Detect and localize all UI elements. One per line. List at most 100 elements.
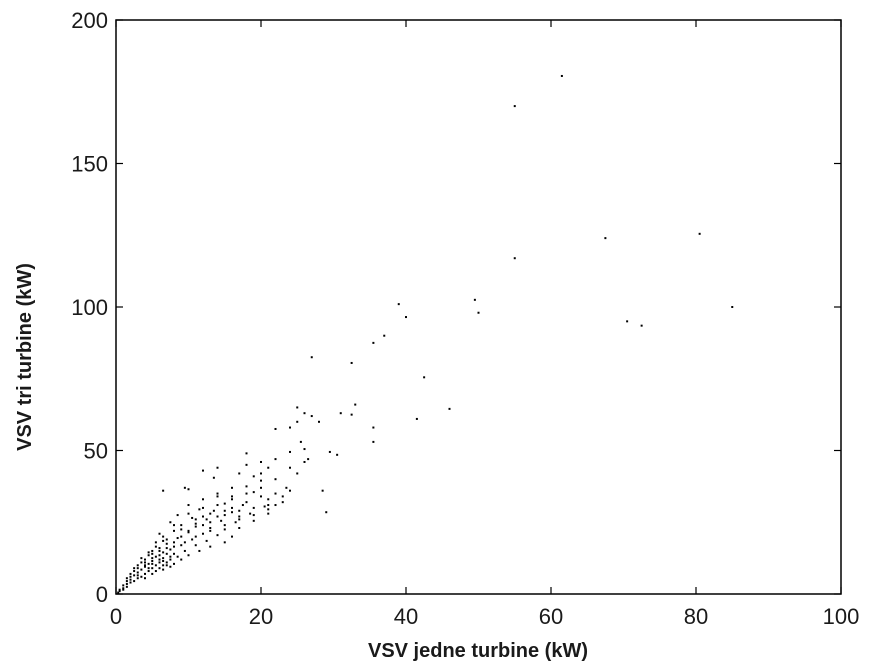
x-tick-label: 100 (823, 604, 860, 629)
scatter-point (165, 552, 168, 555)
scatter-point (151, 549, 154, 552)
scatter-point (231, 495, 233, 498)
scatter-point (216, 495, 219, 498)
scatter-point (125, 582, 128, 585)
scatter-point (158, 567, 161, 570)
scatter-point (151, 552, 154, 555)
scatter-point (223, 528, 226, 531)
scatter-point (231, 535, 233, 538)
scatter-point (173, 529, 175, 532)
scatter-point (260, 460, 262, 463)
scatter-point (289, 489, 291, 492)
scatter-point (245, 463, 248, 466)
scatter-point (144, 561, 146, 564)
scatter-point (560, 74, 563, 77)
scatter-point (274, 492, 277, 495)
scatter-point (187, 529, 190, 532)
scatter-point (129, 578, 132, 581)
scatter-point (223, 524, 226, 527)
scatter-point (133, 580, 136, 583)
scatter-point (245, 452, 248, 455)
scatter-point (252, 491, 255, 494)
x-tick-label: 60 (539, 604, 563, 629)
scatter-point (147, 562, 150, 565)
scatter-point (169, 548, 172, 551)
scatter-point (267, 466, 270, 469)
axis-ticks (115, 19, 842, 595)
x-axis-label: VSV jedne turbine (kW) (368, 640, 588, 662)
scatter-point (234, 521, 237, 524)
scatter-point (194, 522, 197, 525)
scatter-point (165, 542, 168, 545)
scatter-point (187, 488, 190, 491)
scatter-point (118, 590, 121, 593)
scatter-point (216, 515, 219, 518)
scatter-point (350, 361, 353, 364)
scatter-point (245, 492, 248, 495)
scatter-point (223, 541, 226, 544)
scatter-point (129, 572, 132, 575)
scatter-point (303, 412, 306, 415)
scatter-point (473, 298, 476, 301)
scatter-point (231, 486, 233, 489)
scatter-point (238, 526, 241, 529)
scatter-point (263, 505, 266, 508)
scatter-point (158, 561, 161, 564)
scatter-point (191, 516, 194, 519)
scatter-point (173, 545, 175, 548)
scatter-point (231, 498, 233, 501)
scatter-point (216, 466, 219, 469)
scatter-point (151, 560, 154, 562)
scatter-point (125, 577, 128, 580)
scatter-point (231, 506, 233, 509)
scatter-point (162, 535, 165, 538)
scatter-point (169, 565, 172, 568)
scatter-point (216, 534, 219, 537)
scatter-point (383, 334, 386, 337)
scatter-point (187, 554, 190, 557)
scatter-point (289, 426, 291, 429)
scatter-point (296, 420, 299, 423)
scatter-point (296, 406, 299, 409)
scatter-point (180, 544, 183, 547)
scatter-point (173, 524, 175, 527)
scatter-point (604, 237, 607, 240)
scatter-point (285, 486, 288, 489)
scatter-point (154, 545, 157, 548)
scatter-point (372, 426, 375, 429)
scatter-point (477, 311, 480, 314)
scatter-point (267, 504, 270, 507)
scatter-point (252, 506, 255, 509)
scatter-point (187, 512, 190, 515)
scatter-point (198, 508, 201, 511)
x-tick-labels: 0 20 40 60 80 100 (110, 604, 859, 629)
scatter-point (125, 585, 128, 588)
scatter-point (180, 558, 183, 561)
scatter-point (133, 570, 136, 573)
scatter-point (202, 524, 204, 527)
scatter-point (220, 519, 223, 522)
scatter-point (194, 544, 197, 547)
scatter-point (173, 541, 175, 544)
scatter-point (731, 306, 734, 308)
scatter-point (162, 489, 165, 492)
scatter-point (205, 539, 208, 542)
scatter-point (165, 564, 168, 567)
scatter-point (151, 572, 154, 575)
scatter-point (267, 498, 270, 501)
scatter-point (191, 538, 194, 541)
scatter-point (267, 508, 270, 511)
scatter-point (350, 413, 353, 416)
scatter-point (136, 571, 139, 574)
scatter-point (129, 581, 132, 584)
scatter-point (274, 478, 277, 481)
scatter-point (698, 232, 701, 235)
scatter-point (147, 554, 150, 557)
scatter-point (158, 549, 161, 552)
scatter-point (140, 557, 143, 560)
scatter-point (173, 562, 175, 565)
scatter-point (260, 472, 262, 475)
scatter-point (238, 518, 241, 521)
x-tick-label: 0 (110, 604, 122, 629)
scatter-point (129, 575, 132, 578)
